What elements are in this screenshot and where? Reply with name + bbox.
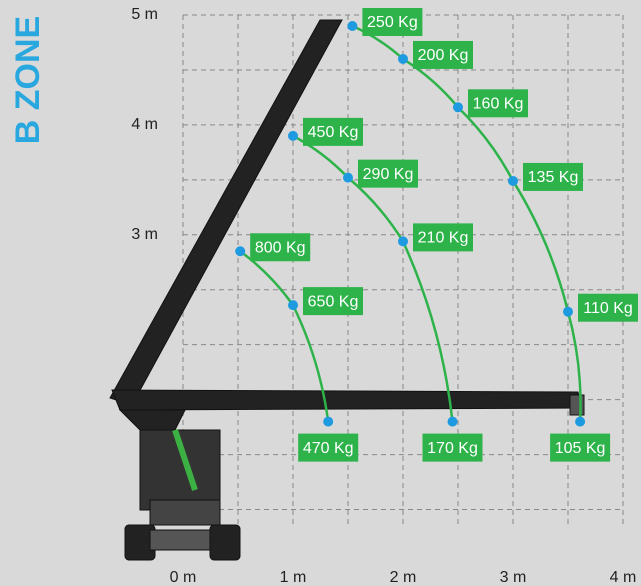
- load-point: [453, 102, 463, 113]
- load-label: 450 Kg: [308, 124, 359, 141]
- load-point: [447, 416, 458, 427]
- load-point: [323, 416, 334, 427]
- load-label-box: [550, 433, 611, 462]
- load-label-box: [303, 287, 363, 316]
- load-point: [575, 416, 586, 427]
- load-label: 160 Kg: [473, 96, 524, 113]
- load-label: 470 Kg: [303, 440, 354, 457]
- load-point: [288, 300, 298, 311]
- load-label: 290 Kg: [363, 166, 414, 183]
- load-label-box: [303, 117, 363, 146]
- load-label: 650 Kg: [308, 293, 359, 310]
- load-label-box: [578, 293, 638, 322]
- load-curve: [292, 134, 454, 422]
- x-tick-label: 4 m: [610, 569, 637, 586]
- load-label-box: [362, 7, 423, 36]
- load-point: [235, 246, 246, 257]
- load-point: [398, 53, 408, 64]
- load-label: 200 Kg: [418, 47, 469, 64]
- x-tick-label: 3 m: [500, 569, 527, 586]
- load-label: 210 Kg: [418, 230, 469, 247]
- load-point: [508, 175, 518, 186]
- load-point: [398, 236, 408, 247]
- load-point: [347, 20, 358, 31]
- load-label-box: [298, 433, 359, 462]
- load-label-box: [413, 40, 473, 69]
- load-label-box: [250, 233, 311, 262]
- crane-drawing: [109, 19, 585, 561]
- load-label-box: [523, 162, 583, 191]
- load-label-box: [468, 89, 528, 118]
- load-label-box: [358, 159, 418, 188]
- load-label: 250 Kg: [367, 14, 418, 31]
- load-label: 105 Kg: [555, 440, 606, 457]
- load-point: [343, 172, 353, 183]
- load-curve: [239, 250, 330, 422]
- y-tick-label: 5 m: [131, 6, 158, 23]
- load-label: 135 Kg: [528, 169, 579, 186]
- x-tick-label: 1 m: [280, 569, 307, 586]
- load-label: 170 Kg: [427, 440, 478, 457]
- x-tick-label: 0 m: [170, 569, 197, 586]
- load-point: [563, 306, 573, 317]
- load-point: [288, 130, 298, 141]
- load-label: 110 Kg: [583, 300, 633, 317]
- x-tick-label: 2 m: [390, 569, 417, 586]
- load-label-box: [413, 223, 473, 252]
- chart-title: B ZONE: [9, 16, 47, 144]
- load-label-box: [422, 433, 483, 462]
- y-tick-label: 3 m: [131, 226, 158, 243]
- load-label: 800 Kg: [255, 239, 306, 256]
- y-tick-label: 4 m: [131, 116, 158, 133]
